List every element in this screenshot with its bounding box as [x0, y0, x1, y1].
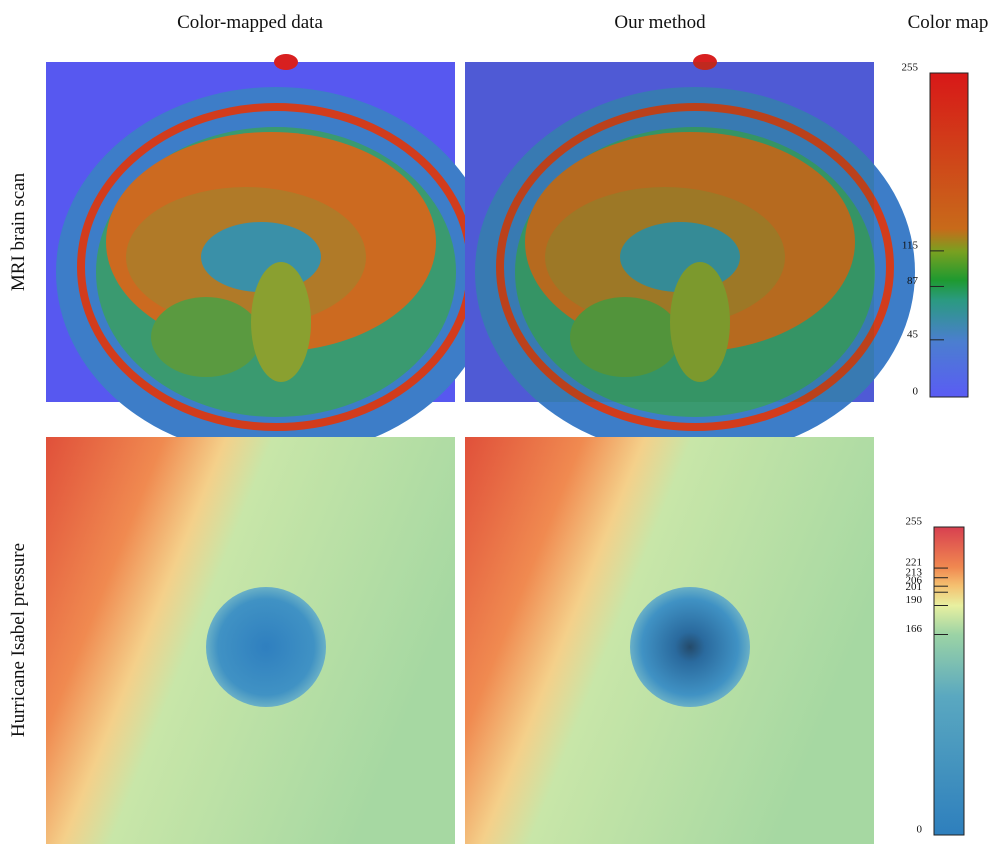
mri-method	[465, 54, 915, 457]
tick-label: 201	[906, 581, 923, 593]
tick-label: 206	[906, 575, 923, 587]
row-label: MRI brain scan	[8, 172, 29, 291]
tick-label: 0	[917, 824, 923, 836]
tick-label: 45	[907, 328, 919, 340]
column-title: Color-mapped data	[177, 12, 323, 33]
tick-label: 166	[906, 623, 923, 635]
hurricane-original	[46, 437, 455, 844]
colormap-bar	[929, 72, 969, 398]
tick-label: 255	[906, 516, 923, 528]
tick-label: 0	[913, 386, 919, 398]
tick-label: 87	[907, 275, 919, 287]
colormap-bar	[933, 526, 965, 836]
tick-label: 213	[906, 566, 923, 578]
row-label: Hurricane Isabel pressure	[8, 543, 29, 737]
mri-original	[46, 54, 496, 457]
tick-label: 255	[902, 62, 919, 74]
column-title: Our method	[614, 12, 706, 33]
column-title: Color map	[908, 12, 988, 33]
tick-label: 115	[902, 239, 919, 251]
tick-label: 190	[906, 594, 923, 606]
hurricane-method	[465, 437, 874, 844]
tick-label: 221	[906, 557, 923, 569]
